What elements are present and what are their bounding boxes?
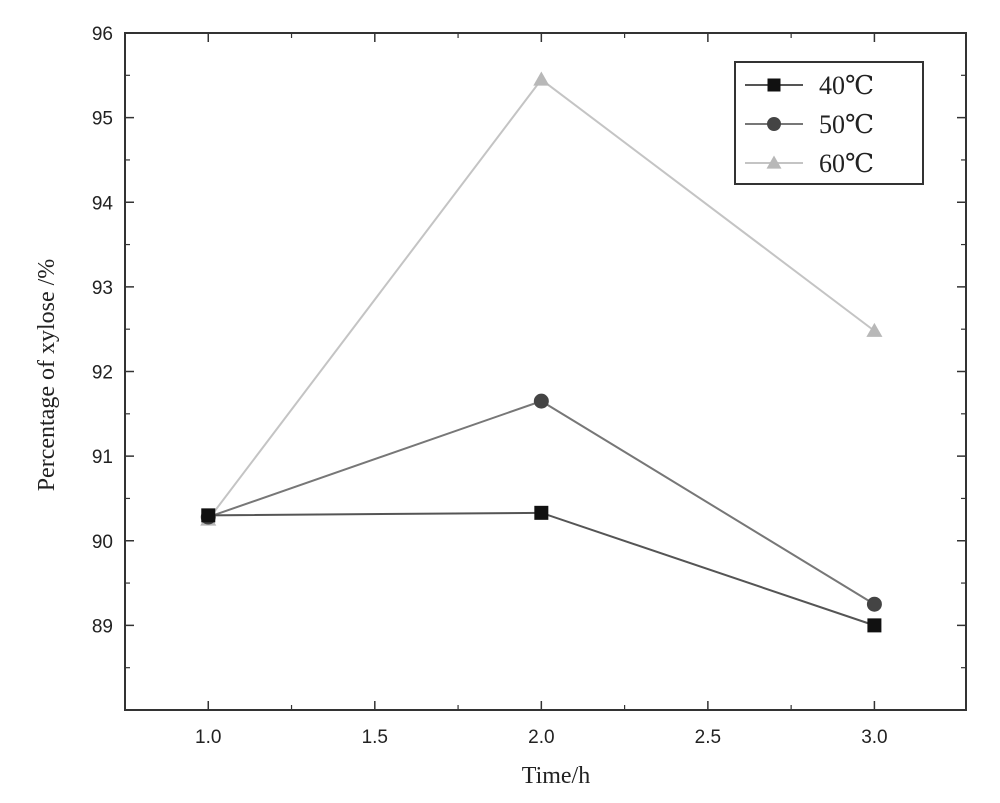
y-axis-title: Percentage of xylose /%	[34, 259, 60, 492]
legend-marker	[767, 78, 781, 92]
x-tick-label: 2.5	[695, 727, 721, 748]
data-point	[866, 322, 883, 337]
y-tick-label: 95	[92, 109, 113, 130]
data-point	[866, 596, 882, 612]
data-point	[867, 618, 882, 633]
y-tick-label: 90	[92, 532, 113, 553]
y-tick-label: 94	[92, 193, 114, 214]
x-tick-label: 1.5	[362, 727, 388, 748]
data-point	[534, 505, 549, 520]
y-tick-label: 89	[92, 616, 113, 637]
y-tick-label: 93	[92, 278, 113, 299]
legend-marker	[767, 117, 781, 131]
legend-label: 40℃	[819, 71, 874, 100]
x-tick-label: 1.0	[195, 727, 221, 748]
x-axis-title: Time/h	[522, 763, 590, 789]
y-tick-label: 91	[92, 447, 113, 468]
legend-label: 60℃	[819, 149, 874, 178]
data-point	[533, 393, 549, 409]
axis-ticks	[125, 32, 966, 710]
series-line	[208, 511, 875, 627]
legend-marker	[766, 155, 782, 169]
legend: 40℃ 50℃ 60℃	[734, 61, 924, 185]
legend-label: 50℃	[819, 110, 874, 139]
data-point	[533, 71, 550, 86]
y-tick-label: 96	[92, 24, 113, 45]
series-layer	[200, 71, 883, 633]
series-line	[207, 400, 875, 606]
y-tick-label: 92	[92, 363, 113, 384]
x-tick-label: 2.0	[528, 727, 554, 748]
data-point	[201, 508, 216, 523]
tick-labels: 1.0 1.5 2.0 2.5 3.0 89 90 91 92 93 94 95 96	[92, 24, 888, 748]
x-tick-label: 3.0	[861, 727, 887, 748]
